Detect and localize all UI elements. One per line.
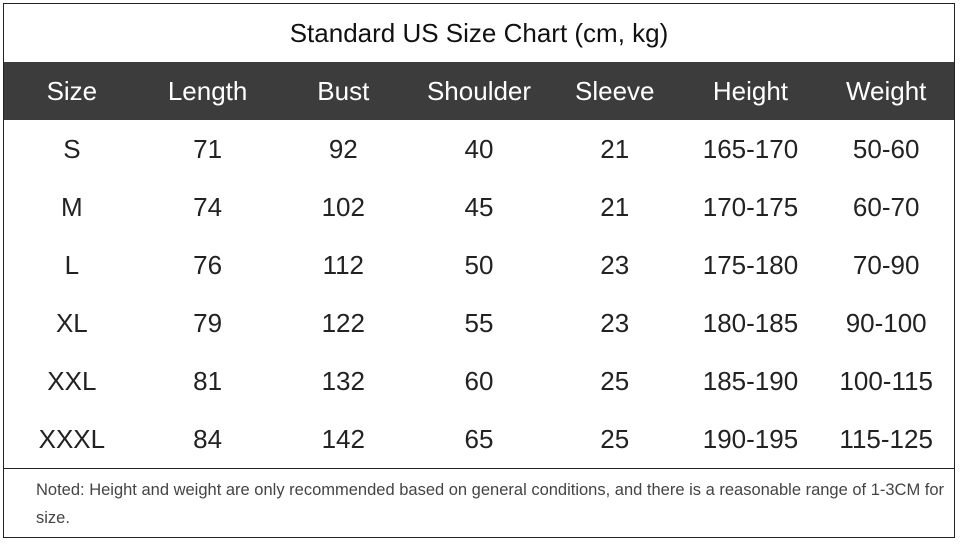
table-row: XXXL 84 142 65 25 190-195 115-125 <box>4 410 954 468</box>
table-cell: 21 <box>600 192 630 222</box>
table-cell: 50-60 <box>852 134 920 164</box>
note: Noted: Height and weight are only recomm… <box>36 481 945 527</box>
table-cell: 74 <box>193 192 223 222</box>
table-cell: 132 <box>321 366 365 396</box>
table-cell: 92 <box>328 134 358 164</box>
table-cell: 180-185 <box>702 308 799 338</box>
table-cell: 100-115 <box>839 366 933 396</box>
table-cell: 76 <box>193 250 223 280</box>
table-cell: 21 <box>600 134 630 164</box>
table-cell: 185-190 <box>702 366 799 396</box>
table-cell: 25 <box>600 366 630 396</box>
header-cell: Size <box>46 76 98 106</box>
header-row: Size Length Bust Shoulder Sleeve Height Weight <box>4 62 954 120</box>
table-cell: 84 <box>193 424 223 454</box>
table-cell: XXL <box>47 366 97 396</box>
header-cell: Height <box>712 76 789 106</box>
table-row: M 74 102 45 21 170-175 60-70 <box>4 178 954 236</box>
header-cell: Length <box>167 76 248 106</box>
table-cell: 142 <box>321 424 365 454</box>
table-body: S 71 92 40 21 165-170 50-60 M 74 102 45 21 170-175 60… <box>4 120 954 468</box>
table-row: XL 79 122 55 23 180-185 90-100 <box>4 294 954 352</box>
table-row: L 76 112 50 23 175-180 70-90 <box>4 236 954 294</box>
size-chart: Standard US Size Chart (cm, kg) Size Leng… <box>3 3 955 538</box>
table-cell: 90-100 <box>845 308 927 338</box>
table-cell: 175-180 <box>702 250 799 280</box>
header-cell: Sleeve <box>574 76 655 106</box>
table-cell: 115-125 <box>839 424 933 454</box>
table-cell: 60 <box>464 366 494 396</box>
table-cell: XL <box>55 308 88 338</box>
table-cell: 60-70 <box>852 192 920 222</box>
table-cell: 70-90 <box>852 250 920 280</box>
table-cell: M <box>61 192 83 222</box>
table-cell: 55 <box>464 308 494 338</box>
table-cell: 50 <box>464 250 494 280</box>
header-cell: Bust <box>317 76 370 106</box>
table-cell: 79 <box>193 308 223 338</box>
table-cell: 65 <box>464 424 494 454</box>
table-cell: 190-195 <box>702 424 799 454</box>
table-cell: L <box>64 250 80 280</box>
table-row: XXL 81 132 60 25 185-190 100-115 <box>4 352 954 410</box>
header-cell: Shoulder <box>426 76 532 106</box>
header-cell: Weight <box>845 76 927 106</box>
table-cell: 165-170 <box>702 134 799 164</box>
table-cell: 23 <box>600 250 630 280</box>
table-cell: 71 <box>193 134 223 164</box>
table-cell: 25 <box>600 424 630 454</box>
table-cell: 81 <box>193 366 223 396</box>
table-cell: 122 <box>321 308 365 338</box>
table-cell: 170-175 <box>702 192 799 222</box>
divider <box>4 468 954 469</box>
table-cell: XXXL <box>38 424 106 454</box>
table-row: S 71 92 40 21 165-170 50-60 <box>4 120 954 178</box>
table-cell: S <box>63 134 81 164</box>
table-cell: 102 <box>321 192 365 222</box>
table-cell: 112 <box>322 250 365 280</box>
table-cell: 45 <box>464 192 494 222</box>
table-cell: 40 <box>464 134 494 164</box>
table-cell: 23 <box>600 308 630 338</box>
chart-title: Standard US Size Chart (cm, kg) <box>289 18 669 48</box>
